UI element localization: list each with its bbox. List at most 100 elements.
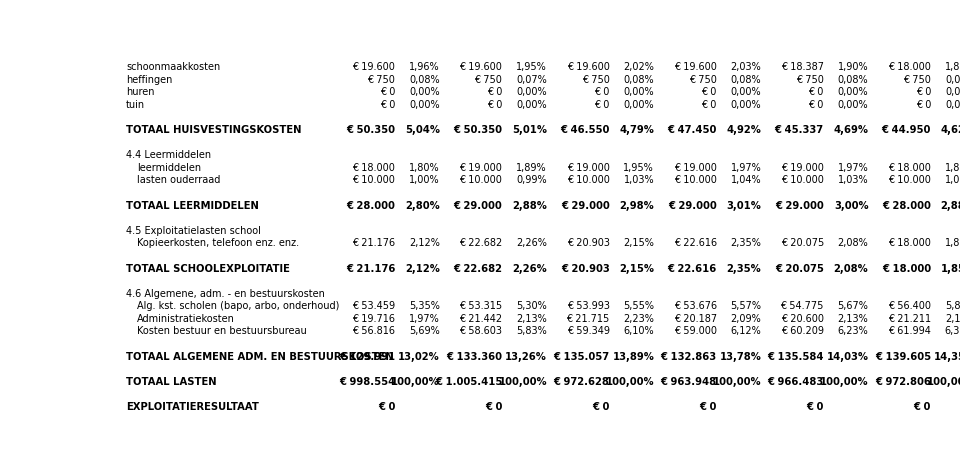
Text: € 139.605: € 139.605: [875, 352, 931, 362]
Text: € 0: € 0: [914, 402, 931, 412]
Text: 13,26%: 13,26%: [505, 352, 547, 362]
Text: 4,92%: 4,92%: [727, 125, 761, 135]
Text: 1,85%: 1,85%: [945, 238, 960, 248]
Text: 1,85%: 1,85%: [945, 62, 960, 72]
Text: € 966.483: € 966.483: [768, 377, 824, 387]
Text: 4.6 Algemene, adm. - en bestuurskosten: 4.6 Algemene, adm. - en bestuurskosten: [126, 289, 324, 299]
Text: € 53.676: € 53.676: [674, 301, 717, 311]
Text: € 22.616: € 22.616: [667, 263, 717, 273]
Text: 1,97%: 1,97%: [409, 314, 440, 324]
Text: 4,62%: 4,62%: [941, 125, 960, 135]
Text: € 963.948: € 963.948: [660, 377, 717, 387]
Text: EXPLOITATIERESULTAAT: EXPLOITATIERESULTAAT: [126, 402, 259, 412]
Text: € 19.600: € 19.600: [352, 62, 396, 72]
Text: € 18.000: € 18.000: [352, 163, 396, 173]
Text: € 45.337: € 45.337: [775, 125, 824, 135]
Text: € 10.000: € 10.000: [674, 175, 717, 185]
Text: € 10.000: € 10.000: [780, 175, 824, 185]
Text: € 47.450: € 47.450: [667, 125, 717, 135]
Text: 2,15%: 2,15%: [623, 238, 654, 248]
Text: 2,09%: 2,09%: [731, 314, 761, 324]
Text: € 10.000: € 10.000: [460, 175, 502, 185]
Text: € 972.806: € 972.806: [876, 377, 931, 387]
Text: € 0: € 0: [378, 402, 396, 412]
Text: € 21.176: € 21.176: [346, 263, 396, 273]
Text: € 21.211: € 21.211: [888, 314, 931, 324]
Text: € 10.000: € 10.000: [352, 175, 396, 185]
Text: € 29.000: € 29.000: [454, 201, 502, 211]
Text: 0,00%: 0,00%: [409, 87, 440, 97]
Text: 3,00%: 3,00%: [834, 201, 869, 211]
Text: 1,00%: 1,00%: [409, 175, 440, 185]
Text: € 750: € 750: [903, 75, 931, 85]
Text: 2,88%: 2,88%: [941, 201, 960, 211]
Text: € 28.000: € 28.000: [882, 201, 931, 211]
Text: € 18.387: € 18.387: [780, 62, 824, 72]
Text: 2,12%: 2,12%: [409, 238, 440, 248]
Text: € 19.716: € 19.716: [352, 314, 396, 324]
Text: € 0: € 0: [702, 100, 717, 110]
Text: 0,00%: 0,00%: [731, 100, 761, 110]
Text: € 53.315: € 53.315: [459, 301, 502, 311]
Text: € 53.993: € 53.993: [566, 301, 610, 311]
Text: 2,26%: 2,26%: [516, 238, 547, 248]
Text: Alg. kst. scholen (bapo, arbo, onderhoud): Alg. kst. scholen (bapo, arbo, onderhoud…: [137, 301, 340, 311]
Text: 5,57%: 5,57%: [731, 301, 761, 311]
Text: 1,03%: 1,03%: [624, 175, 654, 185]
Text: 0,99%: 0,99%: [516, 175, 547, 185]
Text: schoonmaakkosten: schoonmaakkosten: [126, 62, 220, 72]
Text: € 22.682: € 22.682: [453, 263, 502, 273]
Text: € 22.616: € 22.616: [674, 238, 717, 248]
Text: 2,15%: 2,15%: [619, 263, 654, 273]
Text: € 21.176: € 21.176: [352, 238, 396, 248]
Text: 13,02%: 13,02%: [398, 352, 440, 362]
Text: € 19.600: € 19.600: [460, 62, 502, 72]
Text: € 129.991: € 129.991: [339, 352, 396, 362]
Text: € 20.903: € 20.903: [566, 238, 610, 248]
Text: € 133.360: € 133.360: [446, 352, 502, 362]
Text: € 29.000: € 29.000: [561, 201, 610, 211]
Text: € 21.715: € 21.715: [566, 314, 610, 324]
Text: € 18.000: € 18.000: [888, 62, 931, 72]
Text: € 61.994: € 61.994: [888, 326, 931, 336]
Text: 0,00%: 0,00%: [624, 87, 654, 97]
Text: € 20.075: € 20.075: [775, 263, 824, 273]
Text: 100,00%: 100,00%: [606, 377, 654, 387]
Text: 1,80%: 1,80%: [409, 163, 440, 173]
Text: € 53.459: € 53.459: [352, 301, 396, 311]
Text: € 56.400: € 56.400: [888, 301, 931, 311]
Text: 2,12%: 2,12%: [405, 263, 440, 273]
Text: € 28.000: € 28.000: [347, 201, 396, 211]
Text: € 20.075: € 20.075: [780, 238, 824, 248]
Text: TOTAAL LASTEN: TOTAAL LASTEN: [126, 377, 217, 387]
Text: € 0: € 0: [594, 100, 610, 110]
Text: 13,89%: 13,89%: [612, 352, 654, 362]
Text: 6,12%: 6,12%: [731, 326, 761, 336]
Text: 2,98%: 2,98%: [619, 201, 654, 211]
Text: 100,00%: 100,00%: [927, 377, 960, 387]
Text: 0,00%: 0,00%: [945, 87, 960, 97]
Text: € 0: € 0: [702, 87, 717, 97]
Text: 0,00%: 0,00%: [624, 100, 654, 110]
Text: TOTAAL SCHOOLEXPLOITATIE: TOTAAL SCHOOLEXPLOITATIE: [126, 263, 290, 273]
Text: 5,69%: 5,69%: [409, 326, 440, 336]
Text: 14,35%: 14,35%: [933, 352, 960, 362]
Text: 4.5 Exploitatielasten school: 4.5 Exploitatielasten school: [126, 226, 261, 236]
Text: € 50.350: € 50.350: [347, 125, 396, 135]
Text: 1,97%: 1,97%: [838, 163, 869, 173]
Text: TOTAAL LEERMIDDELEN: TOTAAL LEERMIDDELEN: [126, 201, 259, 211]
Text: € 58.603: € 58.603: [460, 326, 502, 336]
Text: tuin: tuin: [126, 100, 145, 110]
Text: € 59.000: € 59.000: [674, 326, 717, 336]
Text: € 20.187: € 20.187: [674, 314, 717, 324]
Text: 100,00%: 100,00%: [712, 377, 761, 387]
Text: 2,80%: 2,80%: [405, 201, 440, 211]
Text: 5,80%: 5,80%: [945, 301, 960, 311]
Text: 1,96%: 1,96%: [409, 62, 440, 72]
Text: € 10.000: € 10.000: [566, 175, 610, 185]
Text: 6,10%: 6,10%: [624, 326, 654, 336]
Text: € 21.442: € 21.442: [459, 314, 502, 324]
Text: 5,01%: 5,01%: [512, 125, 547, 135]
Text: 0,00%: 0,00%: [838, 87, 869, 97]
Text: 0,00%: 0,00%: [516, 100, 547, 110]
